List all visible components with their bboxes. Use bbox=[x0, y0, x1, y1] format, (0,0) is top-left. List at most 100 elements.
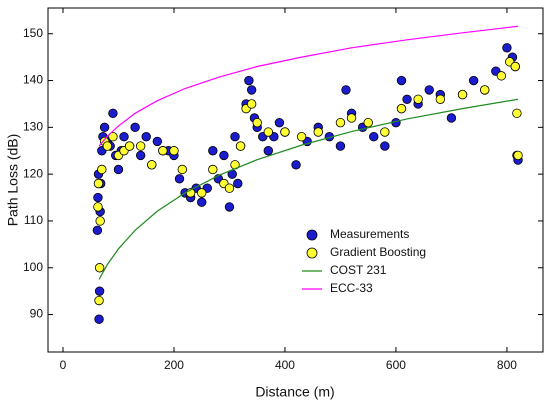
point bbox=[335, 117, 346, 128]
point bbox=[424, 85, 434, 95]
point bbox=[496, 71, 507, 81]
x-axis-label: Distance (m) bbox=[255, 384, 334, 400]
series bbox=[93, 57, 523, 306]
point bbox=[380, 141, 390, 151]
point bbox=[93, 178, 104, 189]
point bbox=[224, 202, 235, 212]
point bbox=[94, 286, 105, 296]
series bbox=[98, 25, 519, 147]
point bbox=[468, 75, 479, 86]
point bbox=[335, 141, 346, 151]
point bbox=[197, 188, 207, 198]
legend-label: Gradient Boosting bbox=[330, 245, 426, 259]
point bbox=[502, 43, 512, 53]
point bbox=[274, 117, 285, 128]
line bbox=[98, 25, 519, 147]
point bbox=[108, 132, 118, 142]
y-tick-label: 90 bbox=[30, 307, 44, 321]
point bbox=[291, 160, 301, 170]
point bbox=[369, 132, 379, 142]
point bbox=[313, 127, 323, 137]
y-tick-label: 110 bbox=[24, 213, 43, 227]
legend: Measurements Gradient Boosting COST 231 ECC… bbox=[302, 227, 426, 295]
point bbox=[219, 150, 229, 161]
plot-frame bbox=[47, 7, 544, 353]
point bbox=[235, 141, 246, 151]
point bbox=[480, 85, 490, 95]
x-tick-label: 200 bbox=[164, 358, 184, 372]
point bbox=[244, 75, 254, 86]
point bbox=[263, 146, 274, 156]
legend-swatch bbox=[306, 229, 318, 241]
point bbox=[396, 75, 407, 86]
point bbox=[346, 113, 357, 123]
y-tick-label: 120 bbox=[23, 166, 43, 180]
point bbox=[512, 108, 522, 119]
point bbox=[152, 136, 163, 147]
point bbox=[92, 225, 103, 236]
y-tick-label: 150 bbox=[23, 26, 43, 40]
x-tick-label: 400 bbox=[275, 358, 295, 372]
point bbox=[141, 132, 151, 142]
point bbox=[113, 164, 124, 175]
y-tick-label: 130 bbox=[23, 120, 43, 134]
point bbox=[380, 127, 390, 137]
point bbox=[147, 160, 157, 170]
y-tick-label: 100 bbox=[23, 260, 43, 274]
point bbox=[94, 263, 105, 273]
point bbox=[296, 132, 307, 142]
point bbox=[174, 174, 185, 184]
point bbox=[230, 132, 240, 142]
series bbox=[98, 98, 519, 280]
y-axis-label: Path Loss (dB) bbox=[5, 134, 21, 227]
point bbox=[457, 89, 468, 100]
point bbox=[94, 314, 104, 324]
point bbox=[208, 164, 218, 175]
point bbox=[108, 108, 118, 119]
legend-label: COST 231 bbox=[330, 263, 387, 277]
point bbox=[93, 192, 103, 203]
point bbox=[135, 150, 146, 161]
point bbox=[246, 85, 257, 95]
point bbox=[158, 146, 168, 156]
point bbox=[413, 94, 423, 104]
point bbox=[97, 164, 107, 175]
legend-swatch bbox=[306, 247, 318, 259]
point bbox=[280, 127, 290, 137]
legend-label: Measurements bbox=[330, 227, 409, 241]
point bbox=[513, 150, 523, 161]
point bbox=[263, 127, 274, 137]
point bbox=[93, 202, 103, 212]
legend-label: ECC-33 bbox=[330, 281, 373, 295]
point bbox=[102, 141, 113, 151]
point bbox=[135, 141, 146, 151]
point bbox=[169, 146, 179, 156]
point bbox=[402, 94, 412, 104]
point bbox=[94, 295, 104, 306]
x-tick-label: 0 bbox=[60, 358, 67, 372]
point bbox=[208, 146, 218, 156]
line bbox=[98, 98, 519, 280]
x-tick-label: 800 bbox=[497, 358, 517, 372]
point bbox=[95, 216, 105, 226]
series bbox=[92, 43, 523, 324]
point bbox=[341, 85, 351, 95]
point bbox=[446, 113, 457, 123]
point bbox=[119, 132, 129, 142]
point bbox=[233, 178, 243, 189]
point bbox=[435, 94, 446, 104]
point bbox=[130, 122, 140, 133]
point bbox=[124, 141, 135, 151]
point bbox=[177, 164, 187, 175]
point bbox=[252, 117, 262, 128]
y-tick-label: 140 bbox=[23, 73, 43, 87]
point bbox=[224, 183, 235, 193]
point bbox=[99, 122, 110, 133]
point bbox=[363, 117, 373, 128]
point bbox=[197, 197, 207, 207]
point bbox=[246, 99, 257, 109]
x-tick-label: 600 bbox=[386, 358, 406, 372]
point bbox=[396, 103, 407, 114]
